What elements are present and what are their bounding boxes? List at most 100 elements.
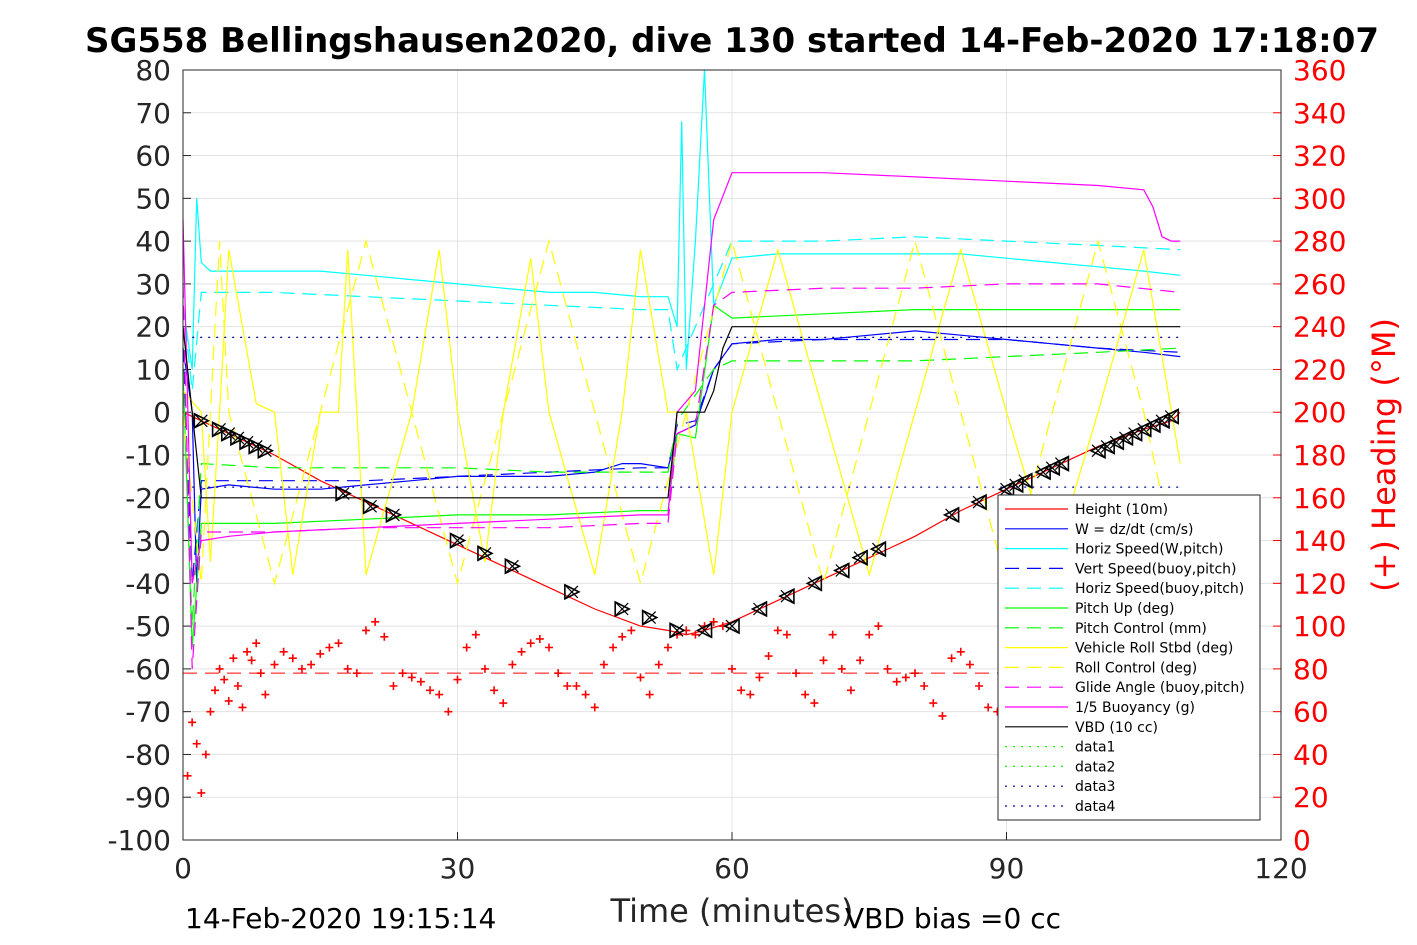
dive-marker (239, 433, 256, 451)
legend-entry: Pitch Up (deg) (1075, 601, 1174, 617)
dive-marker-cross (194, 414, 208, 428)
plot-frame (182, 69, 1282, 841)
dive-marker (248, 438, 265, 455)
heading-point (938, 711, 947, 720)
y-tick-label-left: -50 (125, 610, 171, 643)
series-line-horiz-speed-w-pitch- (182, 69, 1181, 370)
heading-point (636, 673, 645, 682)
legend-entry: data1 (1075, 740, 1115, 756)
dive-marker (385, 506, 403, 524)
heading-point (901, 673, 910, 682)
y-tick-label-left: 40 (135, 225, 171, 258)
heading-point (956, 647, 965, 656)
dive-marker (614, 600, 631, 618)
heading-point (965, 660, 974, 669)
heading-point (645, 690, 654, 699)
heading-point (618, 632, 627, 641)
legend-entry: 1/5 Buoyancy (g) (1075, 700, 1195, 716)
heading-point (865, 630, 874, 639)
y-tick-label-left: -60 (125, 653, 171, 686)
heading-point (325, 643, 334, 652)
heading-point (256, 669, 265, 678)
heading-point (920, 682, 929, 690)
heading-point (773, 626, 782, 635)
heading-point (837, 664, 846, 673)
series-line-horiz-speed-buoy-pitch- (182, 236, 1181, 391)
dive-marker (193, 412, 211, 430)
dive-marker-cross (565, 585, 579, 599)
legend-entry: Height (10m) (1075, 502, 1168, 518)
heading-point (764, 652, 773, 661)
heading-point (453, 675, 462, 684)
dive-marker (1089, 442, 1106, 460)
dive-marker-cross (698, 623, 711, 637)
dive-marker (1134, 421, 1152, 438)
dive-marker (778, 587, 795, 605)
dive-marker-cross (753, 602, 766, 616)
heading-point (663, 643, 672, 652)
y-tick-label-right: 240 (1293, 311, 1346, 344)
dive-marker (477, 545, 494, 562)
heading-point (883, 664, 892, 673)
legend-entry: W = dz/dt (cm/s) (1075, 522, 1194, 538)
heading-point (709, 617, 718, 626)
heading-point (535, 634, 544, 643)
heading-point (261, 690, 270, 699)
y-axis-left-ticks: 80 70 60 50 40 30 20 10 0 -10 -20 -30 -40 -50 -60 -70 -8… (107, 54, 191, 857)
heading-point (599, 660, 608, 669)
dive-marker-cross (213, 422, 227, 436)
dive-marker (1098, 438, 1115, 455)
dive-markers (193, 408, 1179, 639)
dive-marker (669, 622, 686, 639)
heading-point (755, 673, 764, 682)
y-tick-label-right: 140 (1293, 525, 1346, 558)
legend: Height (10m) W = dz/dt (cm/s) Horiz Speed(… (997, 494, 1261, 821)
y-tick-label-left: 10 (135, 353, 171, 386)
heading-point (444, 707, 453, 716)
dive-marker (230, 429, 247, 447)
dive-marker (1107, 433, 1125, 451)
y-tick-label-right: 280 (1293, 225, 1346, 258)
y-tick-label-left: 20 (135, 311, 171, 344)
heading-point (192, 739, 201, 748)
y-tick-label-right: 180 (1293, 439, 1346, 472)
dive-marker-cross (231, 431, 245, 445)
heading-point (947, 654, 956, 663)
dive-marker-cross (249, 440, 263, 453)
y-tick-label-left: 30 (135, 268, 171, 301)
heading-point (810, 699, 819, 708)
dive-marker (723, 617, 740, 635)
heading-point (590, 703, 599, 712)
dive-marker (695, 622, 713, 639)
dive-marker-cross (1054, 457, 1068, 470)
y-tick-label-left: 70 (135, 97, 171, 130)
y-tick-label-right: 340 (1293, 97, 1346, 130)
dive-marker (1052, 455, 1070, 472)
heading-point (220, 675, 229, 684)
y-tick-label-left: -80 (125, 738, 171, 771)
heading-point (526, 639, 535, 648)
heading-point (352, 669, 361, 678)
dive-marker (257, 442, 275, 460)
x-axis-label: Time (minutes) (610, 892, 854, 930)
legend-entry: VBD (10 cc) (1075, 720, 1158, 736)
heading-point (316, 649, 325, 658)
heading-point (801, 690, 810, 699)
dive-marker (750, 600, 768, 618)
heading-point (746, 690, 755, 699)
heading-point (471, 630, 480, 639)
dive-marker (970, 493, 987, 511)
heading-point (215, 664, 224, 673)
footer-vbd-bias: VBD bias =0 cc (845, 902, 1061, 935)
legend-entry: Horiz Speed(buoy,pitch) (1075, 581, 1244, 597)
y-tick-label-left: -20 (125, 482, 171, 515)
legend-entry: data3 (1075, 779, 1115, 795)
heading-point (911, 669, 919, 678)
y-tick-label-right: 0 (1293, 824, 1311, 857)
y-tick-label-right: 220 (1293, 353, 1346, 386)
dive-marker-cross (505, 559, 519, 573)
dive-marker-cross (643, 611, 657, 624)
dive-marker-cross (258, 444, 272, 458)
heading-point (435, 690, 444, 699)
legend-entry: data4 (1075, 799, 1116, 815)
